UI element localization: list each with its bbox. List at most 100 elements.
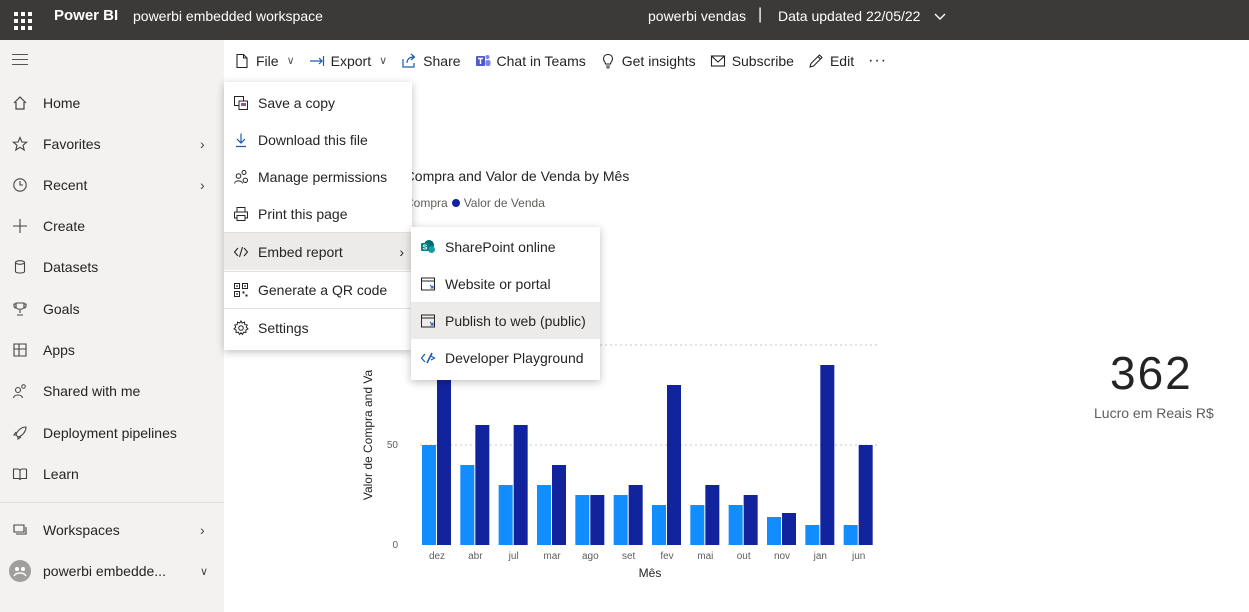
sidebar-item-home[interactable]: Home [0,85,224,121]
menu-item-download[interactable]: Download this file [224,121,412,158]
database-icon [0,259,40,275]
chevron-down-icon[interactable] [933,9,947,26]
star-icon [0,136,40,152]
menu-divider [224,271,412,272]
qr-code-icon [224,282,258,298]
chevron-right-icon: › [200,136,205,152]
sidebar-item-goals[interactable]: Goals [0,291,224,327]
bar-venda [628,485,643,545]
app-launcher-icon[interactable] [10,8,34,32]
export-button[interactable]: Export ∨ [302,40,395,81]
x-tick-label: abr [468,551,483,562]
sidebar-item-favorites[interactable]: Favorites › [0,126,224,162]
trophy-icon [0,301,40,317]
sidebar-item-apps[interactable]: Apps [0,332,224,368]
sidebar-item-label: Favorites [43,136,101,152]
bar-venda [782,513,796,545]
chevron-right-icon: › [200,522,205,538]
bar-chart[interactable]: 0 50 Valor de Compra and Va dez abr jul mar ago… [350,230,890,590]
workspace-breadcrumb[interactable]: powerbi embedded workspace [133,8,323,24]
edit-button[interactable]: Edit [801,40,861,81]
share-button[interactable]: Share [394,40,467,81]
print-icon [224,206,258,222]
menu-item-settings[interactable]: Settings [224,309,412,346]
report-name: powerbi vendas [648,8,747,24]
plus-icon [0,218,40,234]
menu-item-label: Embed report [258,243,343,260]
y-axis-title: Valor de Compra and Va [361,370,375,501]
website-icon [411,276,445,292]
data-updated-label[interactable]: Data updated 22/05/22 [778,8,921,24]
bar-venda [513,425,528,545]
sidebar-item-learn[interactable]: Learn [0,456,224,492]
submenu-item-developer-playground[interactable]: Developer Playground [411,339,600,376]
sharepoint-icon: S [411,239,445,255]
sidebar-item-label: Create [43,218,86,234]
menu-item-label: Manage permissions [258,168,388,185]
sidebar-item-label: Recent [43,177,88,193]
teams-icon [475,54,491,66]
bar-venda [552,465,566,545]
bar-compra [460,465,475,545]
bar-venda [590,495,605,545]
sidebar-item-workspaces[interactable]: Workspaces › [0,512,224,548]
menu-item-save-copy[interactable]: Save a copy [224,84,412,121]
chat-in-teams-button[interactable]: Chat in Teams [468,40,593,81]
developer-icon [411,350,445,366]
kpi-value: 362 [1110,347,1193,399]
submenu-item-publish-to-web[interactable]: Publish to web (public) [411,302,600,339]
sidebar-item-label: Shared with me [43,383,141,399]
lightbulb-icon [602,53,613,68]
bar-venda [667,385,681,545]
sidebar-item-label: powerbi embedde... [43,563,166,579]
menu-item-label: Generate a QR code [258,281,388,298]
file-menu-button[interactable]: File ∨ [224,40,302,81]
menu-divider [224,308,412,309]
bar-venda [820,365,835,545]
bar-compra [537,485,551,545]
x-tick-label: ago [582,551,599,562]
bar-compra [652,505,666,545]
brand-label[interactable]: Power BI [54,7,119,24]
bar-compra [728,505,743,545]
sidebar-item-recent[interactable]: Recent › [0,167,224,203]
export-icon [309,55,324,66]
menu-item-embed-report[interactable]: Embed report › [224,233,412,270]
bar-compra [843,525,858,545]
more-options-button[interactable]: ··· [861,40,894,81]
sidebar-divider [0,502,224,503]
bar-compra [498,485,513,545]
menu-item-label: Print this page [258,205,348,222]
embed-code-icon [224,244,258,260]
embed-report-submenu: S SharePoint online Website or portal Pu… [411,227,600,380]
workspaces-icon [0,522,40,538]
permissions-icon [224,169,258,185]
sidebar-item-create[interactable]: Create [0,208,224,244]
pencil-icon [809,53,823,68]
x-tick-label: nov [774,551,790,562]
clock-icon [0,177,40,193]
sidebar-item-datasets[interactable]: Datasets [0,249,224,285]
book-icon [0,466,40,482]
sidebar-item-label: Deployment pipelines [43,425,177,441]
chevron-down-icon: ∨ [200,565,209,578]
menu-item-print[interactable]: Print this page [224,195,412,232]
chevron-right-icon: › [399,243,404,260]
get-insights-button[interactable]: Get insights [593,40,703,81]
sidebar-item-deployment-pipelines[interactable]: Deployment pipelines [0,415,224,451]
chevron-down-icon: ∨ [379,55,388,67]
submenu-item-website[interactable]: Website or portal [411,265,600,302]
subscribe-button[interactable]: Subscribe [703,40,801,81]
x-tick-label: mai [697,551,713,562]
sidebar-item-shared[interactable]: Shared with me [0,373,224,409]
bar-compra [690,505,705,545]
download-icon [224,132,258,148]
chevron-down-icon: ∨ [286,55,295,67]
sidebar-item-current-workspace[interactable]: powerbi embedde... ∨ [0,553,224,589]
x-tick-label: fev [660,551,673,562]
x-tick-label: jan [813,551,827,562]
submenu-item-sharepoint[interactable]: S SharePoint online [411,228,600,265]
menu-item-qr-code[interactable]: Generate a QR code [224,271,412,308]
hamburger-menu-icon[interactable] [12,54,28,66]
menu-item-manage-permissions[interactable]: Manage permissions [224,158,412,195]
